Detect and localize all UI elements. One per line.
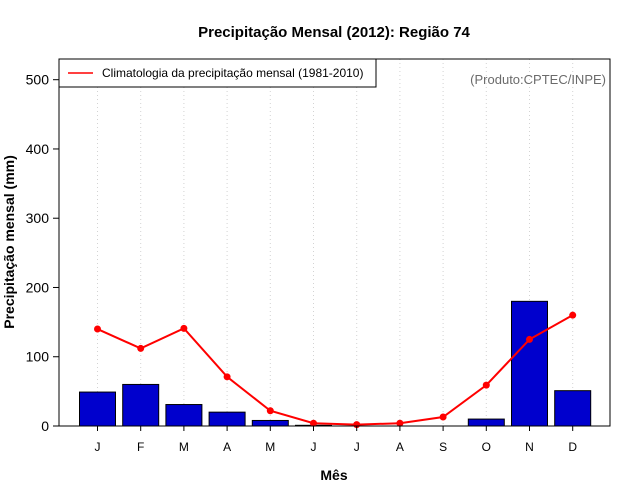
x-tick-label: M [265,440,275,454]
x-tick-label: O [482,440,491,454]
data-point [137,344,145,352]
legend-entry: Climatologia da precipitação mensal (198… [102,66,363,80]
credit-annotation: (Produto:CPTEC/INPE) [470,72,606,87]
bar [165,404,203,427]
y-tick-label: 500 [26,72,50,88]
x-tick-label: J [311,440,317,454]
data-point [396,419,404,427]
x-tick-label: J [354,440,360,454]
y-tick-label: 400 [26,141,50,157]
bar [467,418,505,427]
bar [554,390,592,427]
x-tick-label: A [396,440,404,454]
bar [511,300,548,427]
bar-series [79,300,592,427]
climatology-line [97,314,574,426]
x-tick-label: S [439,440,447,454]
legend-box [58,58,377,88]
x-tick-label: F [137,440,144,454]
x-tick-label: D [568,440,577,454]
bar [122,383,160,427]
grid [97,59,574,426]
bar [208,411,246,427]
data-point [482,381,490,389]
data-point [223,373,231,381]
data-point [180,324,188,332]
y-tick-label: 200 [26,279,50,295]
y-tick-label: 100 [26,349,50,365]
y-axis: 0 100 200 300 400 500 [26,72,59,434]
bar [79,391,116,427]
legend: Climatologia da precipitação mensal (198… [58,58,377,88]
data-point [569,311,577,319]
y-tick-label: 300 [26,210,50,226]
x-tick-label: M [179,440,189,454]
x-axis-label: Mês [320,467,347,483]
chart-title: Precipitação Mensal (2012): Região 74 [198,24,470,41]
data-point [526,335,533,343]
data-point [266,407,274,415]
x-tick-label: N [525,440,534,454]
x-tick-label: J [95,440,101,454]
data-point [439,413,447,421]
y-tick-label: 0 [41,418,49,434]
bar [251,419,289,427]
data-point [94,325,101,333]
y-axis-label: Precipitação mensal (mm) [1,155,17,329]
x-tick-label: A [223,440,231,454]
data-point [310,419,317,427]
